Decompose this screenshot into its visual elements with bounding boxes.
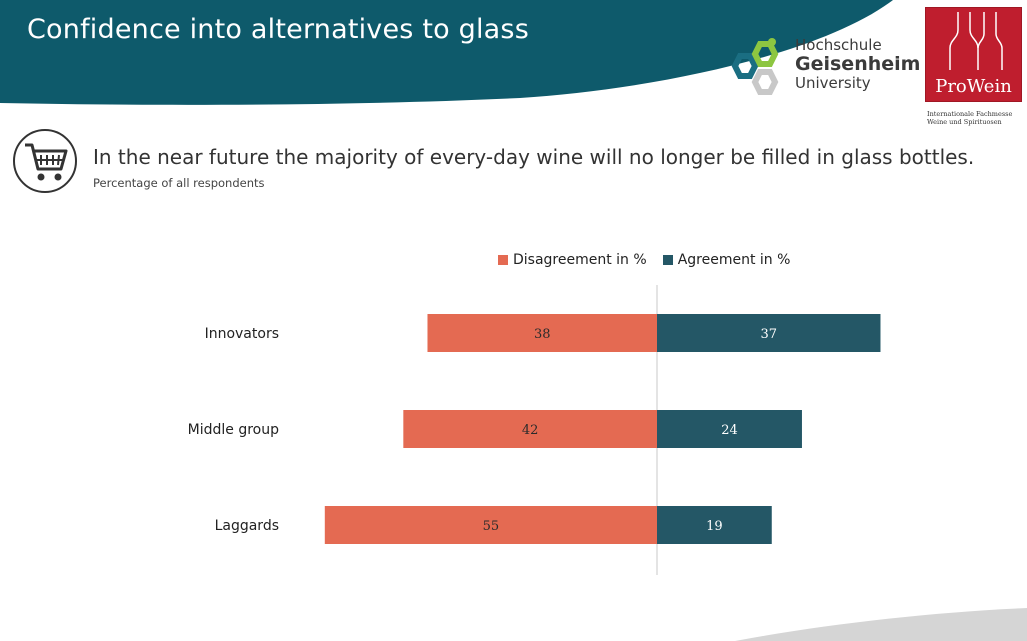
legend-item-agreement: Agreement in % xyxy=(662,252,791,268)
header-background xyxy=(0,0,893,105)
page-title: Confidence into alternatives to glass xyxy=(27,14,529,45)
question-subtitle: Percentage of all respondents xyxy=(93,176,265,190)
legend-label-disagreement: Disagreement in % xyxy=(513,252,647,268)
data-label-disagreement-laggards: 55 xyxy=(483,519,500,534)
prowein-name: ProWein xyxy=(935,76,1012,97)
data-label-disagreement-innovators: 38 xyxy=(534,327,551,342)
bar-disagreement-innovators xyxy=(427,314,657,352)
legend-item-disagreement: Disagreement in % xyxy=(498,252,647,268)
bar-agreement-laggards xyxy=(657,506,772,544)
hochschule-line1: Hochschule xyxy=(795,36,882,54)
prowein-sub-line1: Internationale Fachmesse xyxy=(927,110,1013,118)
legend-swatch-disagreement xyxy=(498,255,508,265)
shopping-cart-icon xyxy=(13,129,77,193)
prowein-logo: ProWein xyxy=(925,7,1022,102)
category-label-laggards: Laggards xyxy=(215,518,279,534)
legend-label-agreement: Agreement in % xyxy=(677,252,791,268)
legend-swatch-agreement xyxy=(662,255,673,265)
bar-disagreement-laggards xyxy=(324,506,657,544)
question-text: In the near future the majority of every… xyxy=(93,145,975,169)
chart-legend: Disagreement in % Agreement in % xyxy=(498,252,790,268)
prowein-subtitle: Internationale Fachmesse Weine und Spiri… xyxy=(927,110,1027,126)
bar-agreement-innovators xyxy=(657,314,881,352)
category-label-middle-group: Middle group xyxy=(188,422,279,438)
hexagon-logo-icon xyxy=(731,38,779,95)
bar-agreement-middle-group xyxy=(657,410,802,448)
prowein-sub-line2: Weine und Spirituosen xyxy=(927,118,1002,126)
bottle-outline-icon xyxy=(949,12,1003,70)
header-band: Confidence into alternatives to glass xyxy=(0,0,1027,110)
bar-disagreement-middle-group xyxy=(403,410,657,448)
hochschule-logo: Hochschule Geisenheim University xyxy=(720,36,920,100)
hochschule-line2: Geisenheim xyxy=(795,53,921,75)
data-label-agreement-laggards: 19 xyxy=(706,519,723,534)
data-label-agreement-innovators: 37 xyxy=(760,327,777,342)
category-label-innovators: Innovators xyxy=(205,326,279,342)
data-label-agreement-middle-group: 24 xyxy=(721,423,738,438)
data-label-disagreement-middle-group: 42 xyxy=(522,423,539,438)
hochschule-line3: University xyxy=(795,74,871,92)
